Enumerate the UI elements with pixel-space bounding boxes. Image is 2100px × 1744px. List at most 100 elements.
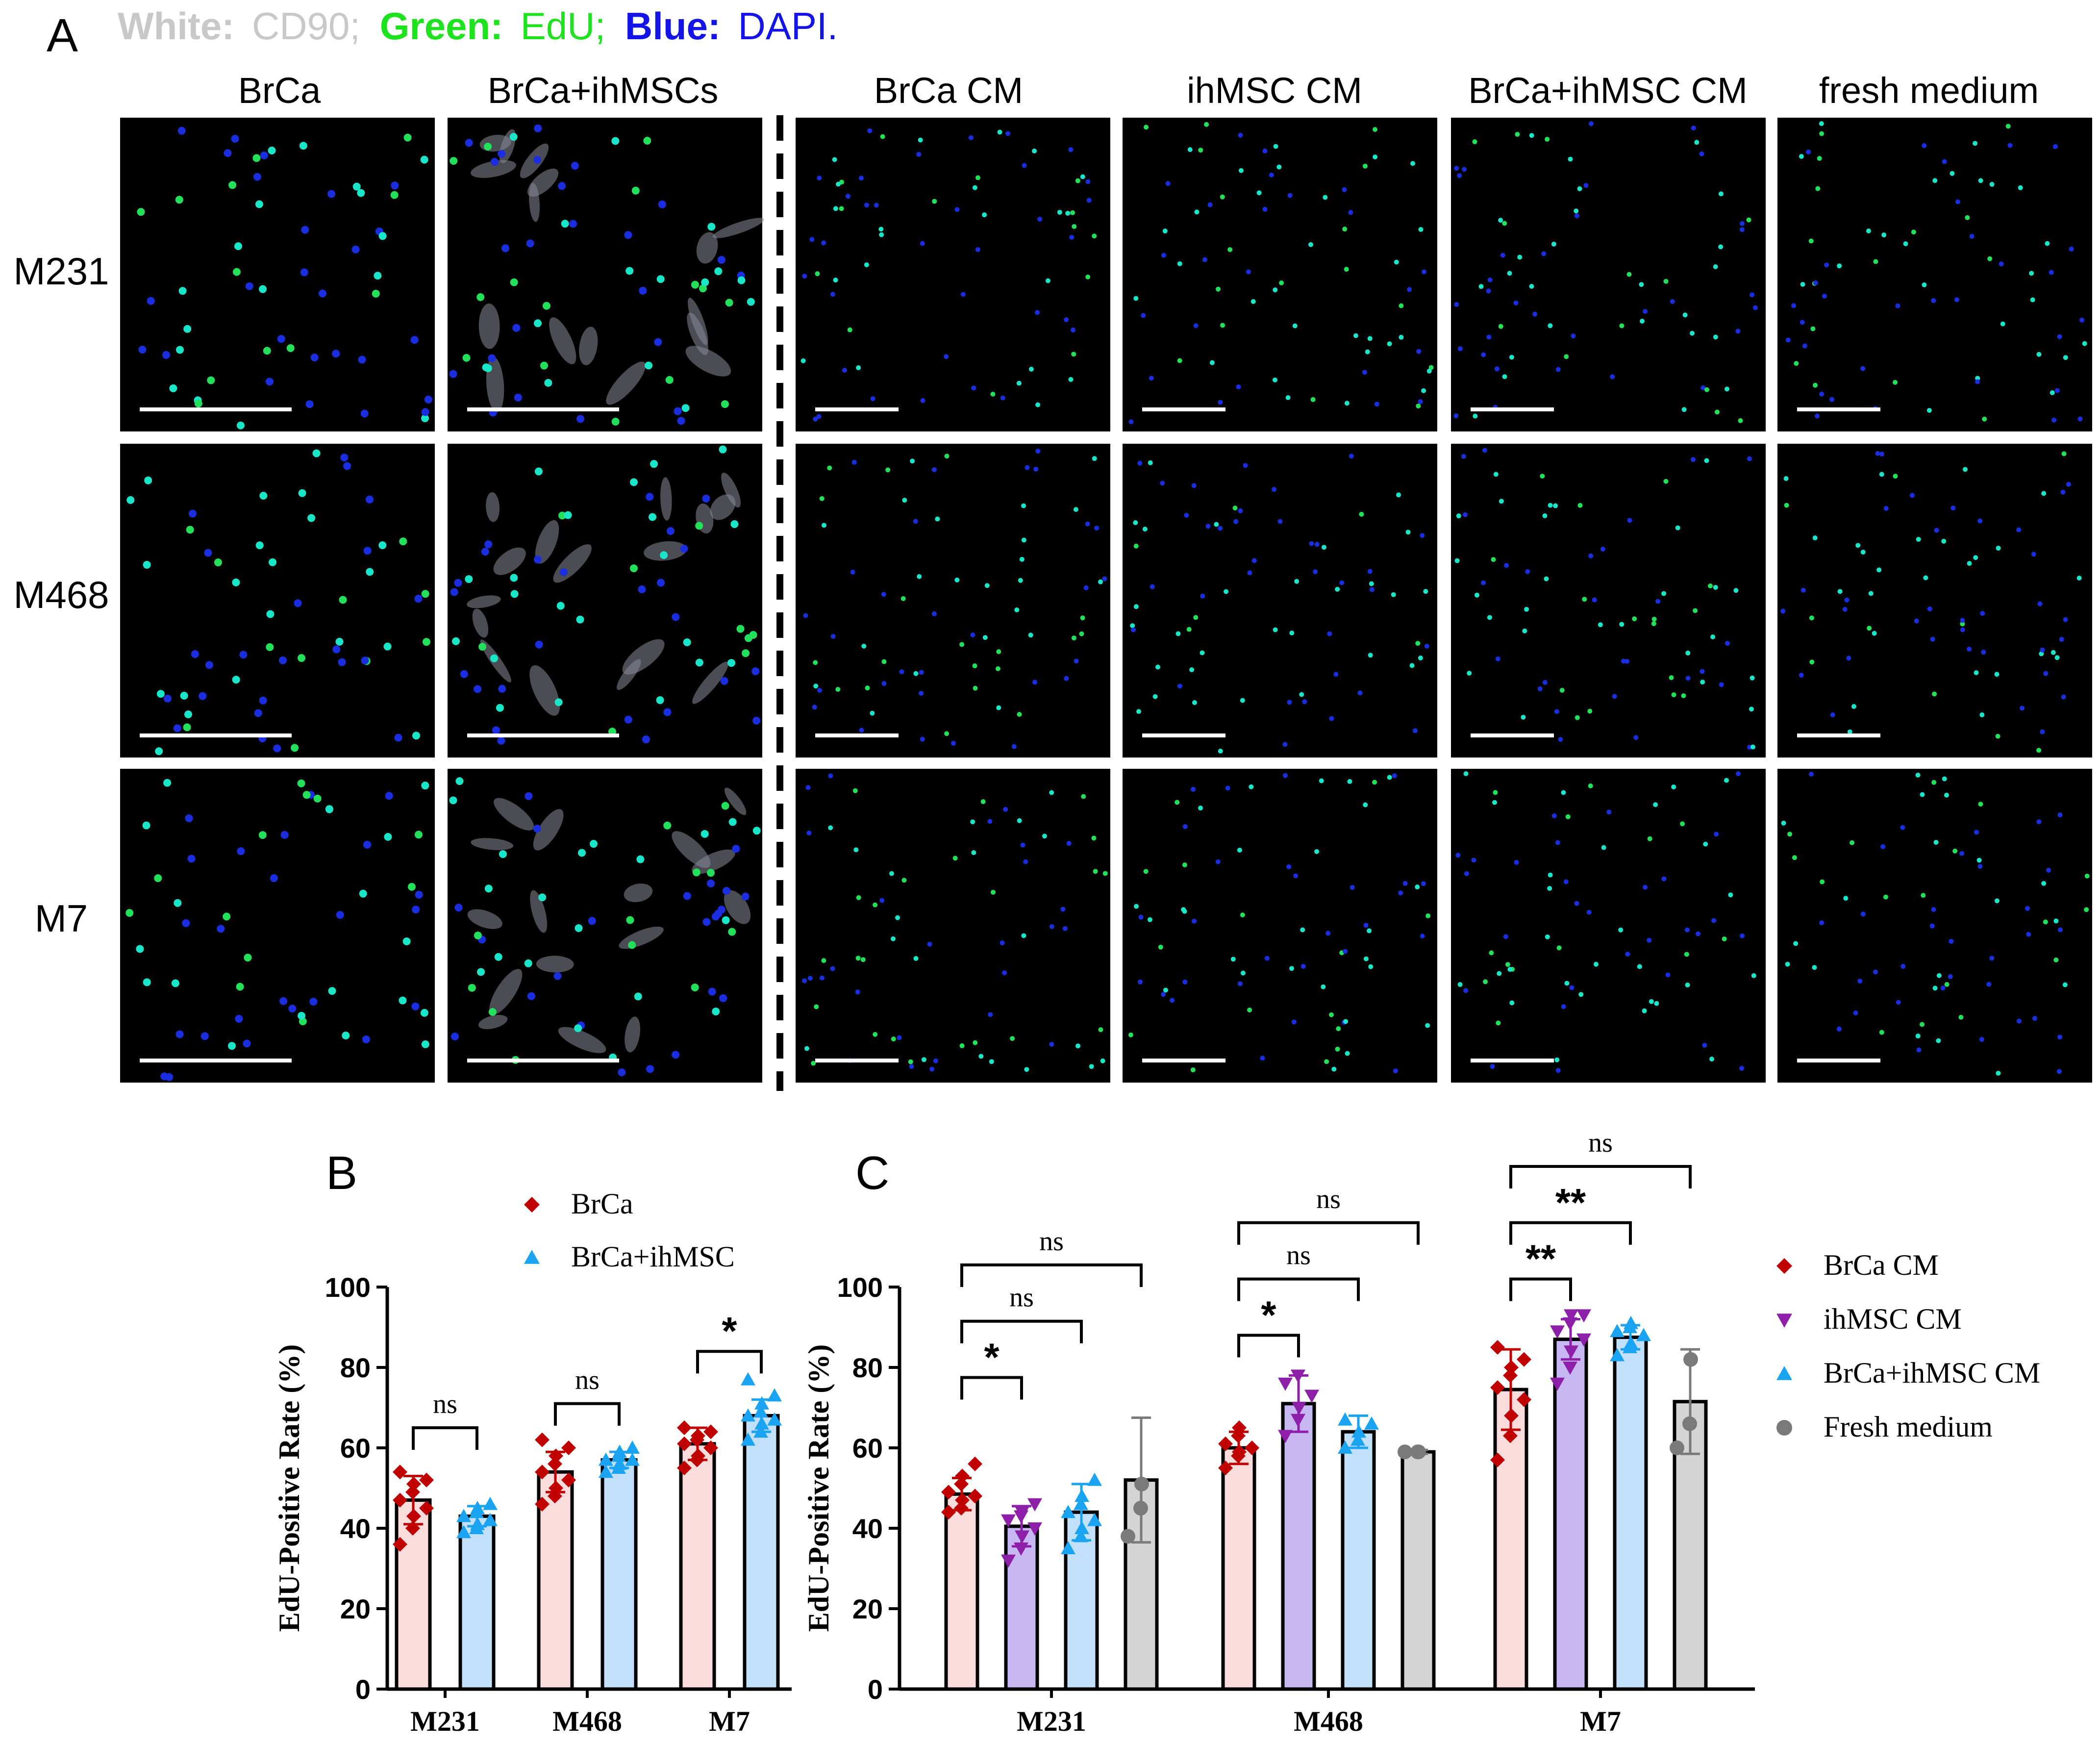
nucleus [1144,125,1149,130]
nucleus [1256,190,1262,196]
data-point [1610,1348,1625,1362]
stain-green-label: Green: [380,4,503,48]
nucleus [477,968,485,976]
nucleus [1181,907,1186,912]
nucleus [720,677,728,685]
nucleus [2054,655,2060,660]
nucleus [1948,974,1953,979]
nucleus [1080,615,1085,621]
nucleus [1879,472,1884,477]
nucleus [1456,513,1461,519]
micrograph-M7-2 [796,769,1110,1083]
nucleus [1224,589,1229,594]
data-point [754,1416,769,1430]
nucleus [1689,330,1695,336]
nucleus [1238,168,1244,173]
nucleus [1749,707,1754,712]
nucleus [1149,376,1154,381]
nucleus [1080,174,1085,179]
bar [600,1458,638,1691]
nucleus [1685,982,1690,987]
nucleus [1455,853,1461,858]
nucleus [1979,1036,1984,1042]
nucleus [972,663,977,669]
cd90-cell [710,494,736,520]
nucleus [421,782,429,790]
nucleus [656,696,664,705]
nucleus [1920,1022,1925,1027]
nucleus [913,519,918,524]
nucleus [881,659,887,664]
nucleus [691,983,699,991]
y-axis-label: EdU-Positive Rate (%) [273,1344,305,1632]
nucleus [270,874,278,883]
nucleus [1813,280,1818,286]
nucleus [254,709,262,717]
nucleus [1137,460,1143,466]
nucleus [1192,918,1197,924]
nucleus [1323,195,1328,200]
nucleus [1467,671,1472,676]
nucleus [1791,303,1797,308]
row-label: M231 [13,250,109,293]
nucleus [870,396,875,402]
nucleus [959,642,965,647]
x-tick-label: M7 [709,1705,750,1737]
y-tick-label: 40 [340,1513,371,1544]
data-point [1564,1309,1578,1323]
nucleus [357,189,365,197]
nucleus [1691,126,1696,131]
nucleus [1098,1027,1103,1033]
nucleus [1661,591,1667,596]
nucleus [1165,181,1171,186]
stain-white-value: CD90; [252,4,360,48]
nucleus [996,649,1001,655]
nucleus [361,657,369,665]
nucleus [1714,832,1719,837]
nucleus [163,694,172,703]
nucleus [299,142,307,150]
nucleus [1663,278,1669,284]
nucleus [909,1064,914,1069]
nucleus [2031,552,2036,557]
nucleus [1553,503,1558,508]
nucleus [1619,323,1625,329]
nucleus [1612,694,1617,699]
significance-label: ns [1009,1283,1034,1313]
nucleus [569,220,577,228]
nucleus [895,915,900,920]
nucleus [654,338,662,346]
nucleus [1497,971,1502,976]
nucleus [1740,933,1745,938]
nucleus [1198,148,1203,153]
nucleus [142,821,150,830]
nucleus [391,181,399,190]
data-point [677,1436,692,1451]
nucleus [575,924,583,932]
nucleus [1996,1070,2001,1076]
nucleus [1695,931,1700,936]
significance-bracket [960,1376,1023,1400]
nucleus [1675,525,1680,531]
nucleus [1728,892,1733,898]
nucleus [1325,931,1331,936]
nucleus [1529,283,1534,289]
nucleus [935,516,940,522]
data-point [1364,1416,1379,1430]
nucleus [1492,800,1497,805]
nucleus [1421,881,1426,886]
nucleus [535,640,543,649]
nucleus [366,568,374,576]
nucleus [1453,413,1459,419]
nucleus [297,654,305,662]
nucleus [1028,632,1033,638]
nucleus [1237,847,1242,853]
nucleus [297,779,305,787]
data-point [456,1525,471,1539]
nucleus [736,625,745,633]
nucleus [856,365,861,371]
nucleus [1700,669,1705,674]
cd90-cell [489,969,523,1015]
nucleus [1300,963,1306,969]
nucleus [1916,536,1921,542]
